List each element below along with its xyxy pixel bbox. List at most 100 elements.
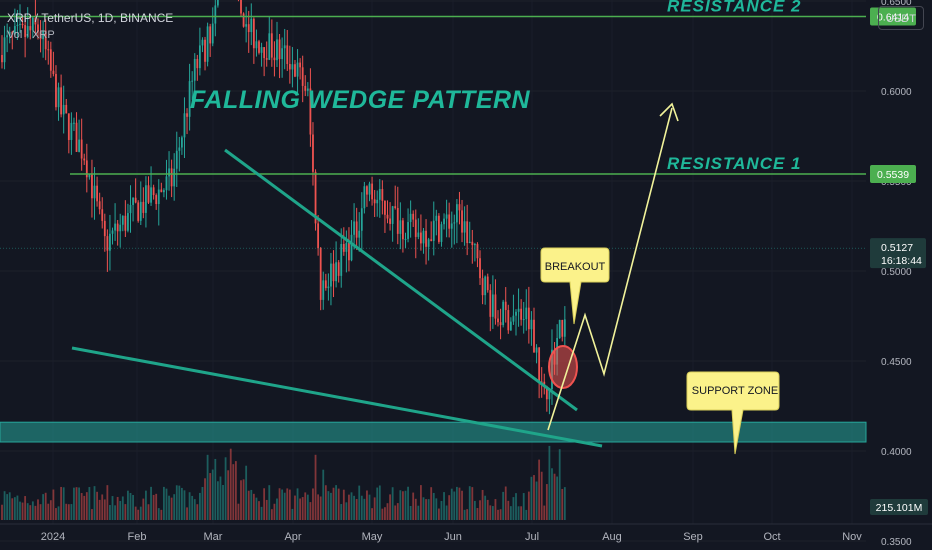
candle xyxy=(350,234,353,261)
candle xyxy=(389,218,391,224)
candle xyxy=(414,219,417,237)
candle xyxy=(450,223,453,229)
candle xyxy=(301,67,304,86)
volume-bar xyxy=(209,473,212,520)
candle xyxy=(381,189,384,201)
volume-value-label: 215.101M xyxy=(876,502,923,514)
volume-bar xyxy=(65,503,68,520)
candle xyxy=(332,263,335,282)
volume-bar xyxy=(49,500,52,520)
volume-bar xyxy=(109,505,111,520)
volume-bar xyxy=(163,486,165,520)
candle xyxy=(268,33,271,60)
volume-bar xyxy=(78,487,80,520)
candle xyxy=(373,199,376,204)
candle xyxy=(327,286,330,289)
price-tick-label: 0.3500 xyxy=(881,537,912,548)
volume-bar xyxy=(327,491,330,520)
candle xyxy=(317,223,320,249)
volume-bar xyxy=(497,509,499,520)
volume-bar xyxy=(224,457,227,520)
volume-bar xyxy=(1,504,3,520)
candle xyxy=(65,104,68,114)
candle xyxy=(455,204,458,223)
candle xyxy=(39,31,42,40)
volume-bar xyxy=(466,509,469,520)
candle xyxy=(497,318,499,323)
candle xyxy=(132,197,134,205)
candle xyxy=(281,48,284,60)
volume-bar xyxy=(106,485,109,520)
currency-button[interactable]: USDT xyxy=(878,6,924,30)
candle xyxy=(466,221,469,243)
candle xyxy=(127,213,129,231)
support-zone-callout xyxy=(686,371,780,455)
volume-bar xyxy=(306,494,309,520)
volume-bar xyxy=(232,464,235,520)
volume-bar xyxy=(420,485,422,520)
volume-bar xyxy=(3,491,6,520)
volume-bar xyxy=(219,476,222,520)
candle xyxy=(479,258,481,279)
candle xyxy=(319,248,322,300)
volume-bar xyxy=(348,494,350,520)
candle xyxy=(93,185,96,199)
volume-bar xyxy=(139,506,142,520)
volume-bar xyxy=(342,489,345,520)
candle xyxy=(91,174,93,199)
candle xyxy=(147,185,150,203)
candle xyxy=(204,39,206,62)
candle xyxy=(155,195,158,205)
candle xyxy=(139,201,142,221)
volume-bar xyxy=(39,504,42,520)
candle xyxy=(432,220,435,241)
candle xyxy=(324,280,327,289)
volume-bar xyxy=(378,485,381,520)
volume-bar xyxy=(183,490,186,520)
volume-bar xyxy=(425,499,427,520)
volume-bar xyxy=(227,470,230,520)
volume-bar xyxy=(16,495,19,520)
volume-bar xyxy=(80,493,83,520)
candle xyxy=(520,308,523,320)
candle xyxy=(535,347,538,353)
candle xyxy=(160,189,163,193)
volume-bar xyxy=(445,505,448,520)
volume-bar xyxy=(175,485,178,520)
candle xyxy=(6,35,9,38)
volume-bar xyxy=(173,494,176,520)
candle xyxy=(75,122,78,152)
candle xyxy=(458,204,461,211)
candle xyxy=(88,174,91,178)
candle xyxy=(145,185,147,213)
volume-bar xyxy=(196,504,199,520)
volume-bar xyxy=(188,492,191,520)
candle xyxy=(448,214,451,229)
volume-bar xyxy=(435,498,438,520)
candle xyxy=(517,308,520,312)
candle xyxy=(193,58,196,81)
volume-bar xyxy=(340,504,343,520)
volume-bar xyxy=(19,501,21,520)
volume-bar xyxy=(345,502,348,520)
volume-bar xyxy=(240,480,242,520)
candle xyxy=(150,187,152,203)
candle xyxy=(371,183,373,200)
candle xyxy=(360,208,363,231)
volume-bar xyxy=(448,495,451,520)
chart-annotation-title: FALLING WEDGE PATTERN xyxy=(190,86,531,114)
volume-bar xyxy=(6,494,9,520)
volume-bar xyxy=(417,505,420,520)
volume-bar xyxy=(337,488,340,520)
candle xyxy=(278,39,281,60)
candle xyxy=(103,220,106,237)
candle xyxy=(561,319,564,337)
candle xyxy=(407,222,409,239)
volume-bar xyxy=(52,489,55,520)
volume-bar xyxy=(463,509,466,520)
volume-bar xyxy=(530,476,533,520)
volume-bar xyxy=(368,494,371,520)
candle xyxy=(499,322,502,326)
candle xyxy=(83,158,86,161)
